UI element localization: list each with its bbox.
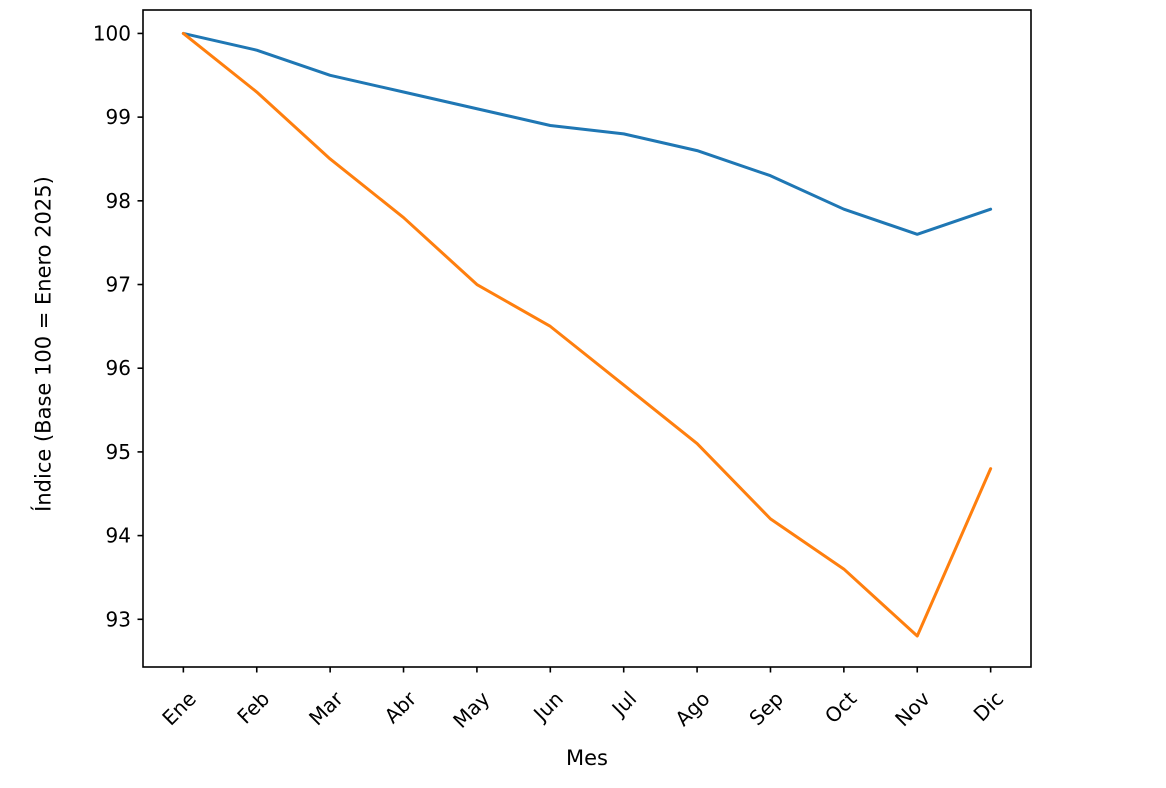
x-tick-label: Nov <box>890 686 935 731</box>
x-tick-label: Abr <box>380 686 422 728</box>
line-series-1 <box>181 31 993 236</box>
x-tick-label: May <box>448 686 494 732</box>
x-tick-label: Jul <box>606 687 641 722</box>
plot-border <box>142 9 1032 668</box>
y-tick-label: 96 <box>106 356 131 380</box>
x-axis-label: Mes <box>566 746 608 770</box>
x-tick-label: Mar <box>304 686 348 730</box>
y-tick-label: 93 <box>106 607 131 631</box>
y-tick-label: 95 <box>106 440 131 464</box>
x-tick-label: Jun <box>527 687 567 727</box>
x-tick-label: Ago <box>670 687 714 731</box>
y-tick-label: 100 <box>93 21 131 45</box>
x-tick-label: Ene <box>157 687 201 731</box>
x-tick-label: Dic <box>969 687 1009 727</box>
y-tick-label: 97 <box>106 273 131 297</box>
y-tick-label: 94 <box>106 524 131 548</box>
x-tick-label: Feb <box>232 687 274 729</box>
line-series-2 <box>181 31 993 638</box>
y-axis-label: Índice (Base 100 = Enero 2025) <box>31 176 56 512</box>
y-tick-label: 99 <box>106 105 131 129</box>
y-tick-label: 98 <box>106 189 131 213</box>
x-tick-label: Oct <box>820 686 862 728</box>
x-tick-label: Sep <box>744 687 788 731</box>
